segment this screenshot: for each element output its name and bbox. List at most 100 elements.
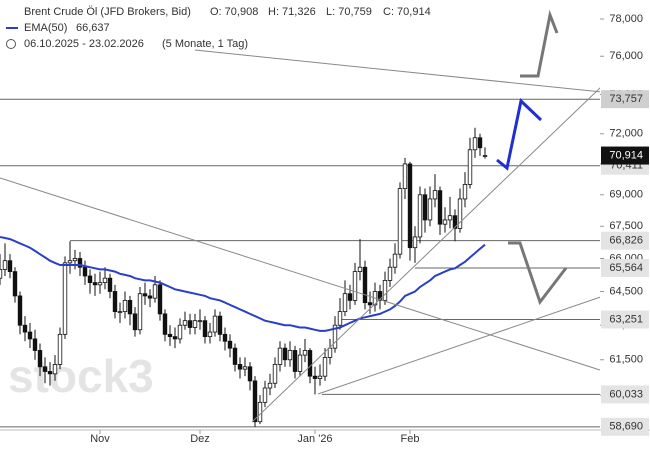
candle-body <box>242 366 248 370</box>
candle-body <box>162 313 168 335</box>
candle-body <box>307 350 313 377</box>
candle-body <box>442 219 448 225</box>
candle-body <box>17 295 23 326</box>
level-label: 58,690 <box>609 421 643 433</box>
candle-body <box>2 260 8 270</box>
candle-body <box>392 253 398 268</box>
candle-body <box>397 188 403 255</box>
ema-name: EMA(50) <box>24 22 67 34</box>
candle-body <box>447 215 453 221</box>
candle-body <box>112 291 118 313</box>
candle-body <box>247 366 253 382</box>
candle-body <box>117 311 123 314</box>
candle-body <box>152 284 158 299</box>
scenario-arrow <box>520 9 559 78</box>
candle-body <box>92 282 98 286</box>
candle-body <box>432 190 438 200</box>
candle-body <box>177 324 183 340</box>
x-tick-label: Dez <box>190 433 210 445</box>
candle-body <box>297 354 303 372</box>
candle-body <box>477 137 483 149</box>
trend-line <box>251 39 650 423</box>
candle-body <box>422 194 428 221</box>
candle-body <box>27 331 33 340</box>
candle-body <box>382 280 388 301</box>
candle-body <box>347 293 353 301</box>
candle-body <box>337 311 343 326</box>
candle-body <box>37 350 43 368</box>
candle-body <box>387 266 393 281</box>
watermark: stock3 <box>8 350 154 402</box>
candle-body <box>197 320 203 323</box>
candle-body <box>352 271 358 301</box>
level-label: 70,914 <box>609 149 643 161</box>
candle-body <box>262 387 268 403</box>
candle-body <box>312 375 318 379</box>
candle-body <box>317 375 323 379</box>
level-label: 65,564 <box>609 262 643 274</box>
candle-body <box>137 293 143 331</box>
candle-body <box>187 320 193 328</box>
candle-body <box>107 277 113 292</box>
candle-body <box>7 260 13 273</box>
drawings <box>0 9 650 423</box>
y-tick-label: 76,000 <box>609 50 643 62</box>
level-box <box>601 310 649 329</box>
candle-body <box>47 371 53 375</box>
ema-value: 66,637 <box>76 22 110 34</box>
candle-body <box>357 266 363 273</box>
candle-body <box>237 364 243 370</box>
candle-body <box>182 320 188 326</box>
level-label: 60,033 <box>609 388 643 400</box>
candle-body <box>12 271 18 297</box>
candle-body <box>457 198 463 229</box>
y-tick-label: 78,000 <box>609 13 643 25</box>
x-tick-label: Jan '26 <box>297 433 332 445</box>
x-tick-label: Nov <box>90 433 110 445</box>
candle-body <box>292 350 298 372</box>
level-box <box>601 90 649 109</box>
candle-body <box>82 266 88 277</box>
candle-body <box>367 302 373 306</box>
plot-area <box>0 98 600 428</box>
candle-body <box>407 163 413 249</box>
candle-body <box>122 299 128 313</box>
candle-body <box>277 347 283 365</box>
candle-body <box>322 357 328 377</box>
candle-body <box>222 333 228 342</box>
period: (5 Monate, 1 Tag) <box>162 38 248 50</box>
candle-body <box>32 338 38 351</box>
trend-line <box>194 49 650 98</box>
candle-body <box>342 293 348 313</box>
candle-body <box>212 315 218 333</box>
candle-body <box>142 293 148 297</box>
candle-body <box>282 347 288 361</box>
candle-body <box>227 340 233 349</box>
candle-body <box>427 198 433 221</box>
candle-body <box>67 260 73 264</box>
candle-body <box>22 324 28 333</box>
candle-body <box>127 299 133 315</box>
level-box <box>601 385 649 404</box>
candle-body <box>192 320 198 328</box>
level-label: 66,826 <box>609 235 643 247</box>
clock-icon <box>6 39 16 49</box>
trend-line <box>317 279 650 395</box>
ohlc-low: L: 70,759 <box>326 6 372 18</box>
y-tick-label: 72,000 <box>609 128 643 140</box>
candle-body <box>252 380 258 423</box>
level-label: 73,757 <box>609 93 643 105</box>
candle-body <box>157 284 163 315</box>
candle-body <box>172 336 178 340</box>
candle-body <box>327 347 333 358</box>
candle-body <box>332 324 338 349</box>
candle-body <box>97 282 103 286</box>
candle-body <box>287 350 293 361</box>
ohlc-close: C: 70,914 <box>383 6 431 18</box>
level-box <box>601 417 649 436</box>
level-box <box>601 146 649 165</box>
candle-body <box>462 184 468 200</box>
candle-body <box>62 262 68 335</box>
